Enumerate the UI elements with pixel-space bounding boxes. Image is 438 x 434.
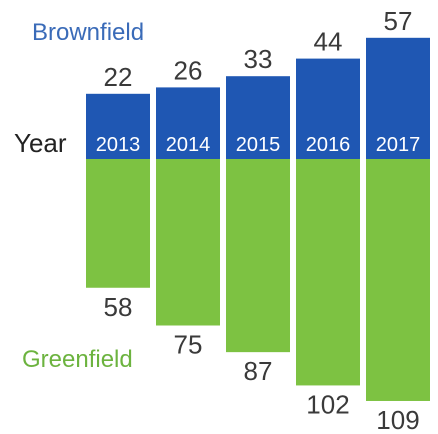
greenfield-value-2016: 102 <box>306 389 349 419</box>
greenfield-value-2013: 58 <box>104 292 133 322</box>
greenfield-bar-2013 <box>86 159 150 288</box>
greenfield-value-2014: 75 <box>174 330 203 360</box>
brownfield-bar-2017 <box>366 37 430 159</box>
year-label-2016: 2016 <box>306 134 351 156</box>
greenfield-bar-2017 <box>366 159 430 401</box>
greenfield-bar-2014 <box>156 159 220 326</box>
year-axis-label: Year <box>14 128 67 158</box>
brownfield-value-2013: 22 <box>104 62 133 92</box>
bars-group: 2013 22 58 2014 26 75 2015 33 87 2016 44 102 2017 57 1… <box>86 6 430 434</box>
greenfield-series-label: Greenfield <box>22 346 133 373</box>
brownfield-bar-2015 <box>226 76 290 159</box>
greenfield-bar-2016 <box>296 159 360 386</box>
brownfield-bar-2016 <box>296 58 360 159</box>
year-label-2014: 2014 <box>166 134 211 156</box>
greenfield-value-2017: 109 <box>376 405 419 434</box>
brownfield-bar-2013 <box>86 93 150 159</box>
brownfield-value-2014: 26 <box>174 55 203 85</box>
greenfield-value-2015: 87 <box>244 356 273 386</box>
brownfield-series-label: Brownfield <box>32 19 144 46</box>
year-label-2013: 2013 <box>96 134 141 156</box>
year-label-2017: 2017 <box>376 134 421 156</box>
greenfield-bar-2015 <box>226 159 290 353</box>
brownfield-value-2017: 57 <box>384 6 413 36</box>
brownfield-value-2015: 33 <box>244 44 273 74</box>
year-label-2015: 2015 <box>236 134 281 156</box>
brownfield-value-2016: 44 <box>314 27 343 57</box>
brownfield-bar-2014 <box>156 87 220 159</box>
